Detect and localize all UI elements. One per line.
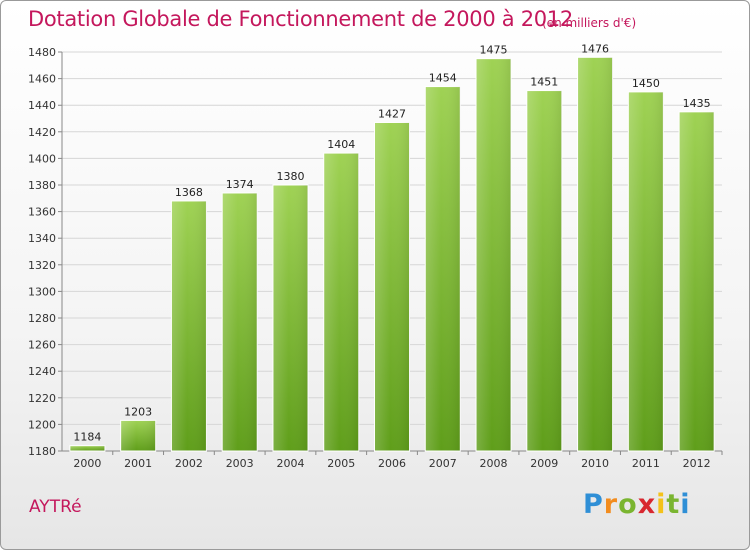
y-tick-label: 1280	[28, 312, 56, 325]
chart-unit: (en milliers d'€)	[542, 16, 637, 30]
y-tick-label: 1440	[28, 99, 56, 112]
chart-title: Dotation Globale de Fonctionnement de 20…	[28, 7, 573, 31]
x-tick-labels: 2000 2001 2002 2003 2004 2005 2006 2007 2008 2009…	[73, 451, 723, 470]
y-tick-label: 1240	[28, 365, 56, 378]
bar-2004	[272, 184, 309, 452]
bar-shade	[374, 122, 410, 452]
value-label: 1368	[175, 186, 203, 199]
bar-2010	[577, 56, 614, 452]
bar-shade	[69, 445, 105, 451]
value-label: 1475	[480, 44, 508, 57]
bar-2001	[120, 419, 157, 452]
value-label: 1380	[276, 170, 304, 183]
bar-shade	[679, 111, 715, 451]
y-tick-label: 1340	[28, 232, 56, 245]
y-tick-label: 1220	[28, 392, 56, 405]
bar-2005	[323, 152, 360, 452]
value-label: 1454	[429, 72, 457, 85]
y-tick-label: 1420	[28, 126, 56, 139]
value-label: 1450	[632, 77, 660, 90]
commune-name: AYTRé	[29, 497, 82, 517]
proxiti-logo: Proxiti	[583, 489, 691, 520]
bar-2000	[69, 445, 106, 452]
bar-2006	[374, 121, 410, 452]
x-tick-label: 2004	[276, 457, 304, 470]
value-label: 1374	[226, 178, 254, 191]
value-labels: 1184 1203 1368 1374 1380 1404 1427 1454 1475 1451…	[73, 42, 710, 443]
x-tick-label: 2005	[327, 457, 355, 470]
value-label: 1427	[378, 107, 406, 120]
x-tick-label: 2003	[226, 457, 254, 470]
value-label: 1435	[683, 97, 711, 110]
bar-shade	[577, 57, 613, 451]
x-tick-label: 2006	[378, 457, 406, 470]
y-tick-label: 1260	[28, 339, 56, 352]
bar-shade	[323, 153, 359, 451]
value-label: 1451	[530, 76, 558, 89]
bar-shade	[526, 90, 562, 451]
bars	[69, 56, 715, 452]
bar-shade	[425, 86, 461, 451]
value-label: 1184	[73, 431, 101, 444]
y-tick-label: 1200	[28, 418, 56, 431]
value-label: 1203	[124, 405, 152, 418]
x-tick-label: 2008	[480, 457, 508, 470]
y-tick-labels: 1180 1200 1220 1240 1260 1280 1300 1320 1340 1360…	[28, 46, 56, 458]
x-tick-label: 2012	[683, 457, 711, 470]
bar-2011	[627, 91, 664, 452]
y-tick-label: 1380	[28, 179, 56, 192]
y-tick-label: 1400	[28, 152, 56, 165]
y-tick-label: 1320	[28, 259, 56, 272]
bar-2002	[170, 200, 207, 452]
bar-2009	[526, 90, 563, 452]
bar-2007	[424, 86, 461, 452]
x-tick-label: 2000	[73, 457, 101, 470]
x-tick-label: 2007	[429, 457, 457, 470]
bar-2008	[475, 58, 512, 452]
x-tick-label: 2011	[632, 457, 660, 470]
y-tick-label: 1180	[28, 445, 56, 458]
bar-shade	[222, 192, 258, 452]
bar-shade	[120, 420, 156, 451]
y-tick-label: 1300	[28, 285, 56, 298]
bar-2003	[221, 192, 258, 452]
y-tick-label: 1460	[28, 73, 56, 86]
x-tick-label: 2009	[530, 457, 558, 470]
bar-shade	[628, 91, 664, 452]
x-tick-label: 2001	[124, 457, 152, 470]
bar-shade	[272, 185, 308, 451]
bar-shade	[476, 58, 512, 452]
value-label: 1476	[581, 42, 609, 55]
value-label: 1404	[327, 138, 355, 151]
bar-shade	[171, 200, 207, 451]
y-tick-label: 1360	[28, 206, 56, 219]
y-tick-label: 1480	[28, 46, 56, 59]
bar-2012	[678, 111, 715, 452]
x-tick-label: 2010	[581, 457, 609, 470]
x-tick-label: 2002	[175, 457, 203, 470]
